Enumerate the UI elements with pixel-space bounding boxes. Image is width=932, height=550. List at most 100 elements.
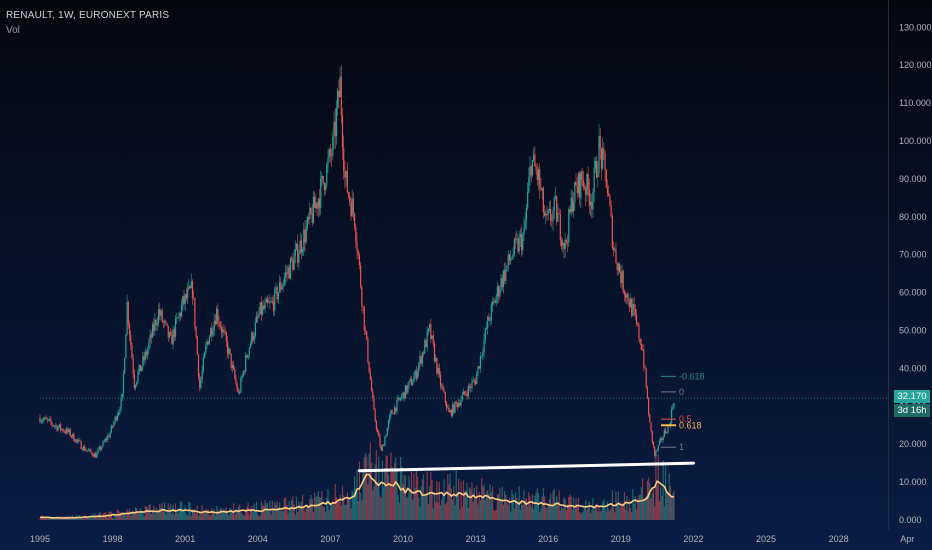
candle-body	[450, 410, 452, 416]
candle-body	[178, 313, 180, 318]
candle-body	[332, 136, 334, 156]
candle-body	[99, 447, 102, 450]
volume-bar	[651, 492, 653, 520]
candle-body	[620, 272, 622, 284]
volume-bar	[194, 509, 196, 520]
volume-bar	[569, 494, 571, 520]
candle-body	[172, 329, 174, 345]
volume-bar	[444, 504, 446, 520]
volume-bar	[623, 492, 626, 520]
volume-ma-line	[39, 473, 675, 519]
volume-bar	[345, 504, 347, 520]
volume-bar	[513, 508, 515, 520]
candle-body	[343, 147, 345, 172]
candle-body	[456, 403, 459, 407]
volume-bar	[660, 486, 662, 520]
volume-bar	[114, 515, 116, 520]
candle-body	[162, 321, 165, 323]
candle-body	[482, 352, 484, 356]
volume-bar	[416, 476, 419, 520]
candle-body	[357, 251, 359, 256]
volume-bar	[610, 508, 612, 520]
candle-body	[298, 254, 300, 263]
volume-bar	[633, 503, 635, 520]
volume-bar	[320, 497, 322, 520]
volume-bar	[448, 484, 450, 520]
volume-bar	[162, 510, 165, 520]
volume-bar	[276, 501, 278, 520]
volume-bar	[105, 514, 108, 520]
x-tick-label: 2028	[829, 534, 849, 544]
volume-bar	[580, 513, 582, 520]
volume-bar	[493, 510, 495, 520]
candle-body	[605, 169, 607, 188]
volume-bar	[107, 517, 109, 520]
volume-bar	[176, 510, 178, 520]
volume-bar	[403, 474, 405, 520]
volume-bar	[629, 507, 632, 520]
candle-body	[120, 397, 122, 410]
candle-body	[597, 172, 599, 178]
volume-bar	[47, 516, 50, 520]
volume-bar	[271, 500, 273, 520]
volume-bar	[447, 474, 449, 520]
candle-body	[203, 352, 206, 359]
candle-body	[171, 334, 173, 345]
candle-body	[420, 356, 422, 364]
volume-bar	[270, 514, 272, 520]
candle-body	[191, 281, 194, 298]
candle-body	[580, 171, 582, 199]
candle-body	[490, 304, 492, 321]
candle-body	[185, 294, 188, 299]
x-tick-label: 2001	[175, 534, 195, 544]
volume-bar	[234, 514, 236, 520]
candle-body	[500, 278, 502, 290]
volume-bar	[627, 511, 629, 520]
volume-bar	[574, 505, 576, 520]
candle-body	[358, 255, 361, 266]
volume-bar	[288, 501, 290, 520]
candle-body	[214, 320, 217, 325]
x-tick-label: 1995	[30, 534, 50, 544]
candle-body	[462, 391, 465, 395]
candle-body	[329, 149, 331, 156]
candle-body	[280, 282, 282, 290]
candle-body	[97, 449, 99, 453]
candle-body	[155, 319, 157, 326]
candle-body	[262, 305, 264, 315]
volume-bar	[322, 506, 324, 520]
volume-bar	[298, 501, 300, 520]
volume-bar	[556, 496, 558, 520]
candle-body	[625, 294, 627, 298]
candle-body	[393, 407, 396, 415]
volume-bar	[230, 508, 232, 520]
candle-body	[253, 335, 255, 341]
volume-bar	[306, 504, 309, 520]
volume-bar	[213, 509, 215, 520]
volume-bar	[324, 511, 327, 520]
volume-bar	[491, 486, 494, 520]
candle-body	[266, 299, 269, 303]
candle-body	[637, 323, 639, 325]
candle-body	[479, 356, 482, 369]
volume-bar	[650, 498, 652, 520]
candle-body	[523, 227, 525, 235]
candle-body	[466, 394, 468, 397]
volume-bar	[70, 516, 73, 520]
candle-body	[383, 445, 385, 447]
volume-bar	[190, 516, 192, 520]
volume-bar	[203, 513, 206, 520]
candle-body	[657, 445, 659, 450]
candle-body	[640, 343, 642, 350]
candle-body	[87, 450, 89, 451]
volume-bar	[356, 469, 358, 520]
volume-bar	[74, 519, 76, 520]
volume-bar	[393, 463, 396, 520]
volume-bar	[534, 495, 536, 520]
volume-bar	[346, 492, 348, 520]
volume-bar	[625, 509, 627, 520]
volume-bar	[487, 489, 489, 520]
candle-body	[138, 364, 140, 373]
support-trendline	[357, 461, 695, 473]
